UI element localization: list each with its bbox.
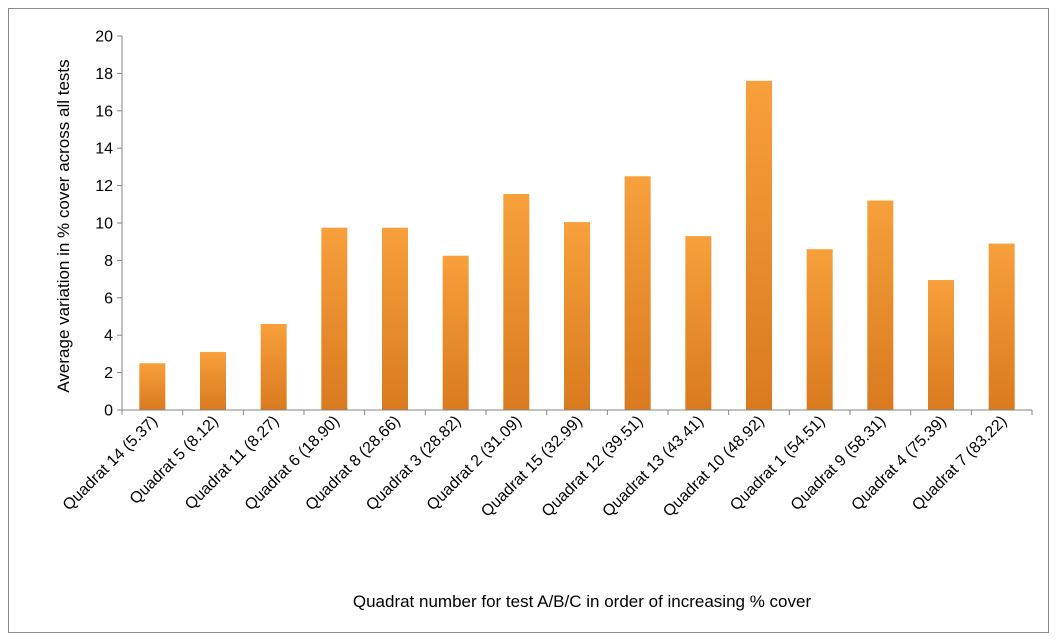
x-axis-title: Quadrat number for test A/B/C in order o… xyxy=(353,592,812,611)
bar xyxy=(806,249,833,410)
y-axis-title: Average variation in % cover across all … xyxy=(54,59,73,392)
bar xyxy=(382,227,408,410)
y-tick-label: 2 xyxy=(104,365,113,382)
bar xyxy=(260,323,287,410)
bar xyxy=(928,280,954,410)
bar xyxy=(139,363,166,410)
y-tick-label: 20 xyxy=(95,29,113,46)
y-tick-label: 8 xyxy=(104,253,113,270)
bars xyxy=(139,80,1015,410)
x-tick-label: Quadrat 10 (48.92) xyxy=(660,413,768,521)
bar xyxy=(503,194,530,410)
bar xyxy=(988,243,1015,410)
bar xyxy=(321,227,348,410)
bar xyxy=(200,352,226,410)
bar xyxy=(746,80,772,410)
bar xyxy=(685,236,712,410)
bar xyxy=(624,176,651,410)
x-tick-label: Quadrat 13 (43.41) xyxy=(600,413,708,521)
y-tick-label: 0 xyxy=(104,403,113,420)
y-tick-label: 18 xyxy=(95,66,113,83)
bar xyxy=(442,255,469,410)
x-tick-label: Quadrat 15 (32.99) xyxy=(478,413,586,521)
y-tick-label: 4 xyxy=(104,328,113,345)
x-tick-label: Quadrat 12 (39.51) xyxy=(539,413,647,521)
y-tick-label: 12 xyxy=(95,178,113,195)
y-tick-label: 10 xyxy=(95,216,113,233)
x-axis: Quadrat 14 (5.37)Quadrat 5 (8.12)Quadrat… xyxy=(60,409,1033,521)
bar xyxy=(564,222,590,410)
y-tick-label: 14 xyxy=(95,141,113,158)
y-tick-label: 6 xyxy=(104,290,113,307)
bar xyxy=(867,200,894,410)
y-tick-label: 16 xyxy=(95,103,113,120)
y-axis: 0 2 4 6 8 10 12 14 16 18 20 xyxy=(95,29,123,420)
